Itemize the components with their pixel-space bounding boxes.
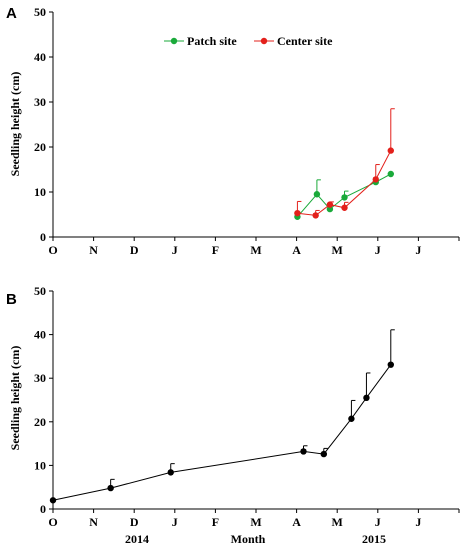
panel-b-data-point	[348, 415, 355, 422]
panel-b-y-tick-label: 30	[34, 371, 46, 385]
panel-b-data-point	[49, 497, 57, 504]
panel-b-x-tick-label: J	[415, 515, 421, 529]
panel-b-x-tick-label: O	[48, 515, 57, 529]
panel-a-data-point	[387, 170, 394, 178]
panel-a-y-tick-label: 40	[34, 50, 46, 64]
panel-a-data-point	[312, 212, 319, 219]
panel-a-y-ticks: 0 10 20 30 40 50	[34, 5, 53, 244]
panel-b-data-point	[320, 450, 328, 458]
panel-a-x-tick-label: J	[172, 243, 178, 257]
panel-a-data-point	[294, 209, 301, 217]
panel-a-x-tick-label: N	[89, 243, 98, 257]
panel-b: B Seedling height (cm) 0 10 20 30 40 50 O N D J F…	[6, 284, 460, 546]
panel-b-y-tick-label: 20	[34, 415, 46, 429]
panel-b-y-tick-label: 40	[34, 328, 46, 342]
panel-a-series	[294, 108, 395, 220]
year-label-2014: 2014	[125, 532, 149, 546]
panel-a-data-point	[372, 176, 379, 183]
legend-center-marker	[260, 37, 268, 45]
panel-b-data-point	[363, 394, 370, 402]
panel-a-x-tick-label: A	[292, 243, 301, 257]
panel-a-y-tick-label: 0	[40, 230, 46, 244]
panel-b-data-point	[107, 484, 114, 492]
panel-b-data-point	[387, 361, 394, 368]
panel-a: A Seedling height (cm) 0 10 20 30 40 50 O N D J F…	[6, 5, 460, 257]
panel-b-x-tick-label: D	[130, 515, 139, 529]
year-label-2015: 2015	[362, 532, 386, 546]
panel-b-y-tick-label: 0	[40, 502, 46, 516]
panel-b-letter: B	[6, 291, 17, 308]
panel-b-data-point	[300, 448, 307, 455]
panel-b-data-point	[167, 469, 174, 476]
panel-a-data-point	[387, 147, 394, 154]
legend-center-label: Center site	[277, 34, 333, 48]
panel-a-y-tick-label: 30	[34, 95, 46, 109]
panel-b-y-axis-title: Seedling height (cm)	[8, 346, 22, 451]
panel-a-data-point	[313, 191, 321, 198]
panel-a-x-tick-label: D	[130, 243, 139, 257]
panel-a-y-tick-label: 20	[34, 140, 46, 154]
panel-b-x-tick-label: M	[332, 515, 343, 529]
panel-b-x-tick-label: N	[89, 515, 98, 529]
panel-a-data-point	[326, 205, 334, 213]
panel-a-y-axis-title: Seedling height (cm)	[8, 72, 22, 177]
legend-patch-marker	[170, 37, 178, 45]
panel-a-x-tick-label: J	[415, 243, 421, 257]
panel-b-y-tick-label: 10	[34, 458, 46, 472]
panel-a-x-tick-label: F	[212, 243, 219, 257]
panel-b-series	[49, 329, 395, 504]
panel-a-data-point	[341, 204, 348, 211]
panel-a-y-tick-label: 50	[34, 5, 46, 19]
panel-b-series-line-0	[52, 364, 392, 501]
panel-a-x-tick-label: J	[375, 243, 381, 257]
panel-a-data-point	[341, 194, 348, 201]
legend-patch-label: Patch site	[187, 34, 237, 48]
panel-a-x-tick-label: M	[332, 243, 343, 257]
panel-b-x-tick-label: J	[375, 515, 381, 529]
panel-b-y-ticks: 0 10 20 30 40 50	[34, 284, 53, 516]
panel-b-x-tick-label: J	[172, 515, 178, 529]
panel-b-x-tick-label: F	[212, 515, 219, 529]
panel-a-x-tick-label: O	[48, 243, 57, 257]
panel-b-y-tick-label: 50	[34, 284, 46, 298]
panel-a-data-point	[326, 201, 334, 208]
panel-b-x-tick-label: A	[292, 515, 301, 529]
legend: Patch site Center site	[164, 34, 333, 48]
panel-a-letter: A	[6, 5, 17, 22]
panel-a-x-tick-label: M	[250, 243, 261, 257]
panel-a-y-tick-label: 10	[34, 185, 46, 199]
x-axis-title: Month	[231, 532, 266, 546]
panel-b-x-tick-label: M	[250, 515, 261, 529]
